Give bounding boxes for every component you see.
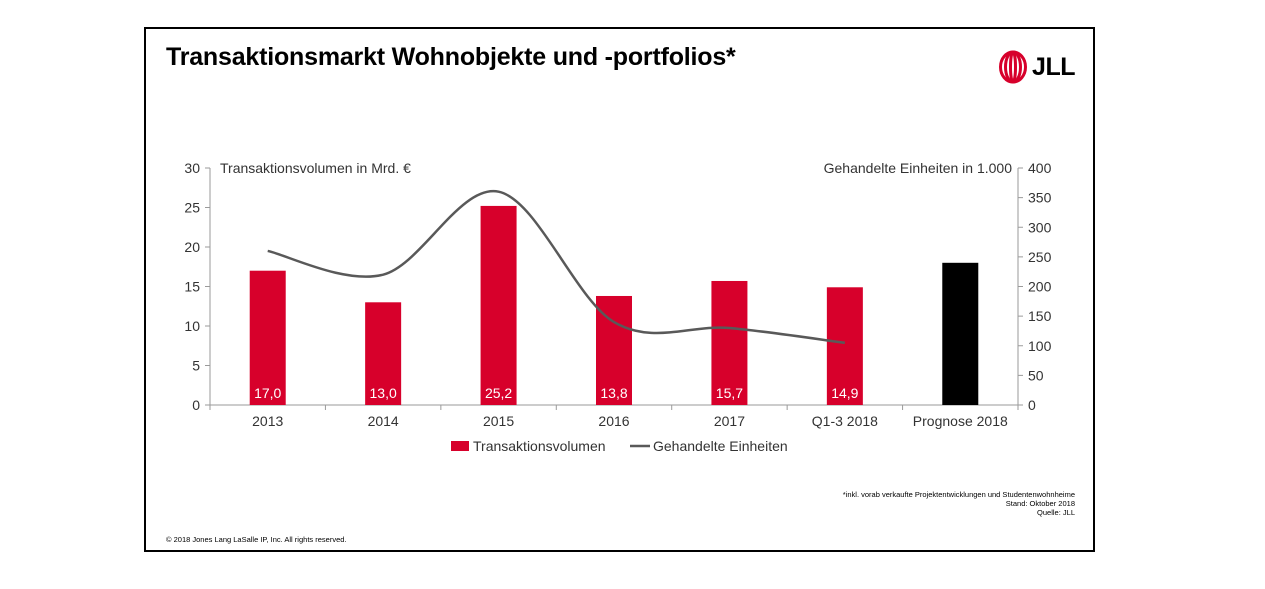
footnote-line: Quelle: JLL — [1037, 508, 1075, 517]
jll-logo: JLL — [998, 49, 1075, 85]
x-tick-label: Q1-3 2018 — [812, 413, 878, 429]
bar — [480, 205, 517, 405]
y-tick-label-left: 20 — [184, 239, 200, 255]
x-tick-label: 2013 — [252, 413, 283, 429]
bar-value-label: 13,0 — [370, 385, 397, 401]
legend-swatch-bar — [451, 441, 469, 451]
y-tick-label-right: 50 — [1028, 367, 1044, 383]
y-tick-label-left: 10 — [184, 318, 200, 334]
bar-value-label: 25,2 — [485, 385, 512, 401]
slide: Transaktionsmarkt Wohnobjekte und -portf… — [144, 27, 1095, 552]
x-tick-label: 2017 — [714, 413, 745, 429]
page-title: Transaktionsmarkt Wohnobjekte und -portf… — [166, 43, 736, 71]
footnote: *inkl. vorab verkaufte Projektentwicklun… — [843, 490, 1075, 517]
y-tick-label-right: 250 — [1028, 249, 1052, 265]
forecast-bar — [942, 262, 979, 405]
copyright: © 2018 Jones Lang LaSalle IP, Inc. All r… — [166, 535, 347, 544]
y-axis-title-left: Transaktionsvolumen in Mrd. € — [220, 160, 411, 176]
y-tick-label-right: 300 — [1028, 219, 1052, 235]
bar — [711, 280, 748, 405]
x-tick-label: 2014 — [368, 413, 399, 429]
bar-value-label: 13,8 — [600, 385, 627, 401]
y-tick-label-right: 0 — [1028, 397, 1036, 413]
y-tick-label-right: 400 — [1028, 160, 1052, 176]
x-tick-label: Prognose 2018 — [913, 413, 1008, 429]
footnote-line: Stand: Oktober 2018 — [1005, 499, 1075, 508]
footnote-line: *inkl. vorab verkaufte Projektentwicklun… — [842, 490, 1075, 499]
y-tick-label-right: 350 — [1028, 190, 1052, 206]
y-tick-label-left: 5 — [192, 358, 200, 374]
bar-value-label: 15,7 — [716, 385, 743, 401]
bar — [249, 270, 286, 405]
y-tick-label-right: 200 — [1028, 279, 1052, 295]
jll-logo-icon — [999, 50, 1028, 84]
y-axis-title-right: Gehandelte Einheiten in 1.000 — [824, 160, 1013, 176]
legend-label-line: Gehandelte Einheiten — [653, 438, 788, 454]
x-tick-label: 2015 — [483, 413, 514, 429]
jll-logo-text: JLL — [1032, 52, 1075, 81]
bar-value-label: 14,9 — [831, 385, 858, 401]
y-tick-label-left: 25 — [184, 200, 200, 216]
y-tick-label-left: 0 — [192, 397, 200, 413]
chart: 0510152025300501001502002503003504002013… — [184, 160, 1052, 454]
bar-value-label: 17,0 — [254, 385, 281, 401]
series-line-gehandelte-einheiten — [267, 190, 846, 345]
y-tick-label-right: 150 — [1028, 308, 1052, 324]
y-tick-label-right: 100 — [1028, 338, 1052, 354]
y-tick-label-left: 30 — [184, 160, 200, 176]
y-tick-label-left: 15 — [184, 279, 200, 295]
bar — [826, 287, 863, 405]
legend-label-bar: Transaktionsvolumen — [473, 438, 606, 454]
bar — [365, 302, 402, 405]
x-tick-label: 2016 — [598, 413, 629, 429]
